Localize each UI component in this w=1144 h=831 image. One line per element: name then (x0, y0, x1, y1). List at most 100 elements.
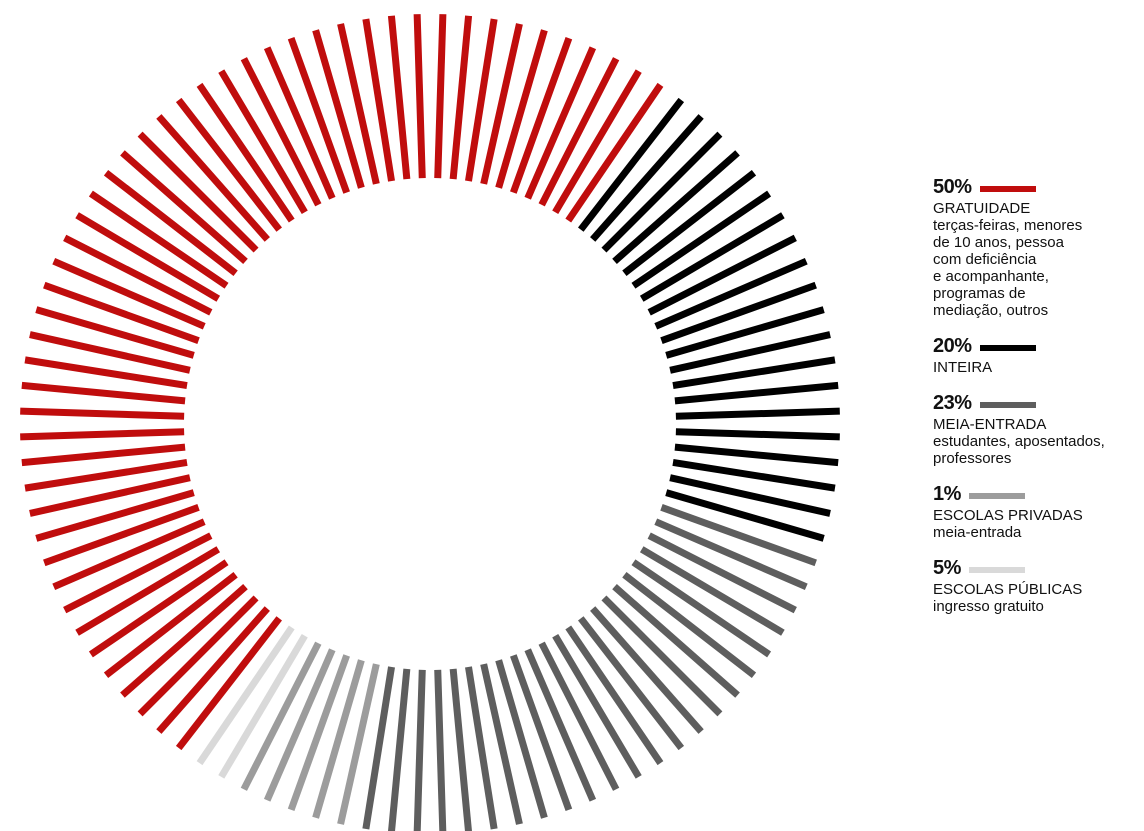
ring-dash-gratuidade (20, 407, 185, 420)
ring-dash-gratuidade (552, 69, 642, 215)
ring-dash-inteira (654, 257, 808, 330)
ring-dash-meia-entrada (622, 572, 757, 679)
ring-dash-inteira (672, 459, 836, 492)
legend-item-inteira: 20% INTEIRA (933, 335, 1138, 376)
ring-dash-gratuidade (137, 131, 259, 253)
ring-dash-escolas-públicas (196, 625, 295, 766)
ring-dash-meia-entrada (612, 584, 740, 698)
ring-dash-gratuidade (63, 234, 213, 316)
ring-dash-gratuidade (240, 57, 322, 207)
ring-dash-escolas-privadas (240, 641, 322, 791)
ring-dash-gratuidade (103, 572, 238, 679)
ring-dash-gratuidade (29, 474, 191, 517)
ring-dash-gratuidade (88, 190, 229, 289)
ring-dash-gratuidade (413, 14, 426, 179)
ring-dash-inteira (612, 150, 740, 264)
legend-percent: 23% (933, 391, 972, 414)
ring-dash-inteira (672, 356, 836, 389)
legend-description-line: mediação, outros (933, 302, 1049, 319)
legend-item-escolas-privadas: 1% ESCOLAS PRIVADAS meia-entrada (933, 482, 1138, 542)
ring-dash-gratuidade (565, 82, 664, 223)
ring-dash-escolas-privadas (263, 648, 336, 802)
legend-swatch (968, 566, 1025, 573)
ring-dash-gratuidade (75, 546, 221, 636)
ring-dash-gratuidade (103, 169, 238, 276)
ring-dash-inteira (669, 331, 831, 374)
ring-dash-inteira (675, 407, 840, 420)
legend-description-line: estudantes, aposentados, (933, 433, 1105, 450)
ring-dash-meia-entrada (495, 659, 548, 819)
legend-swatch (979, 401, 1036, 408)
ring-dash-gratuidade (156, 114, 270, 242)
ring-dash-meia-entrada (538, 641, 620, 791)
legend-description-line: de 10 anos, pessoa (933, 234, 1064, 251)
ring-dash-meia-entrada (449, 668, 472, 831)
radial-dash-chart (20, 14, 840, 831)
ring-dash-inteira (601, 131, 723, 253)
ring-dash-meia-entrada (434, 669, 447, 831)
ring-dash-gratuidade (35, 489, 195, 542)
ring-dash-inteira (622, 169, 757, 276)
ring-dash-escolas-privadas (337, 663, 380, 825)
ring-dash-gratuidade (480, 23, 523, 185)
ring-dash-escolas-privadas (312, 659, 365, 819)
legend-percent: 1% (933, 482, 961, 505)
ring-dash-gratuidade (510, 37, 573, 194)
legend-swatch (968, 492, 1025, 499)
ring-dash-gratuidade (287, 37, 350, 194)
legend-item-gratuidade: 50% GRATUIDADE terças-feiras, menores de… (933, 176, 1138, 320)
ring-dash-escolas-públicas (218, 633, 308, 779)
legend-percent: 5% (933, 556, 961, 579)
ring-dash-meia-entrada (601, 595, 723, 717)
ring-dash-gratuidade (88, 559, 229, 658)
ring-dash-gratuidade (35, 306, 195, 359)
legend-description-line: com deficiência (933, 251, 1037, 268)
ring-dash-gratuidade (465, 18, 498, 182)
legend-description-line: professores (933, 450, 1012, 467)
legend-title: ESCOLAS PRIVADAS (933, 507, 1083, 524)
ring-dash-gratuidade (337, 23, 380, 185)
ring-dash-meia-entrada (578, 616, 685, 751)
ring-dash-gratuidade (434, 14, 447, 179)
legend-item-escolas-publicas: 5% ESCOLAS PÚBLICAS ingresso gratuito (933, 556, 1138, 616)
ring-dash-gratuidade (156, 606, 270, 734)
legend-description-line: meia-entrada (933, 524, 1022, 541)
ring-dash-meia-entrada (639, 546, 785, 636)
ring-dash-meia-entrada (660, 504, 817, 567)
legend-description-line: terças-feiras, menores (933, 217, 1083, 234)
ring-dash-gratuidade (120, 150, 248, 264)
ring-dash-inteira (669, 474, 831, 517)
ring-dash-inteira (675, 428, 840, 441)
legend-title: MEIA-ENTRADA (933, 416, 1047, 433)
ring-dash-meia-entrada (388, 668, 411, 831)
ring-dash-gratuidade (175, 616, 282, 751)
ring-dash-gratuidade (137, 595, 259, 717)
legend-title: INTEIRA (933, 359, 993, 376)
ring-dash-meia-entrada (647, 532, 797, 614)
legend-item-meia-entrada: 23% MEIA-ENTRADA estudantes, aposentados… (933, 391, 1138, 468)
ring-dash-inteira (578, 97, 685, 232)
ring-dash-gratuidade (196, 82, 295, 223)
ring-dash-meia-entrada (590, 606, 704, 734)
ring-dash-inteira (647, 234, 797, 316)
legend-swatch (979, 185, 1036, 192)
ring-dash-inteira (665, 489, 825, 542)
ring-dash-gratuidade (175, 97, 282, 232)
ring-dash-gratuidade (120, 584, 248, 698)
ring-dash-gratuidade (52, 257, 206, 330)
ring-dash-meia-entrada (552, 633, 642, 779)
ring-dash-gratuidade (387, 15, 411, 180)
ring-dash-gratuidade (312, 29, 365, 189)
ring-dash-gratuidade (52, 518, 206, 591)
ring-dash-meia-entrada (413, 669, 426, 831)
ring-dash-meia-entrada (654, 518, 808, 591)
legend-description-line: ingresso gratuito (933, 598, 1044, 615)
ring-dash-escolas-privadas (287, 654, 350, 811)
ring-dash-gratuidade (43, 504, 200, 567)
ring-dash-inteira (674, 443, 839, 467)
ring-dash-gratuidade (20, 428, 185, 441)
ring-dash-gratuidade (63, 532, 213, 614)
ring-dash-inteira (639, 212, 785, 302)
ring-dash-inteira (631, 190, 772, 289)
ring-dash-gratuidade (21, 381, 186, 405)
